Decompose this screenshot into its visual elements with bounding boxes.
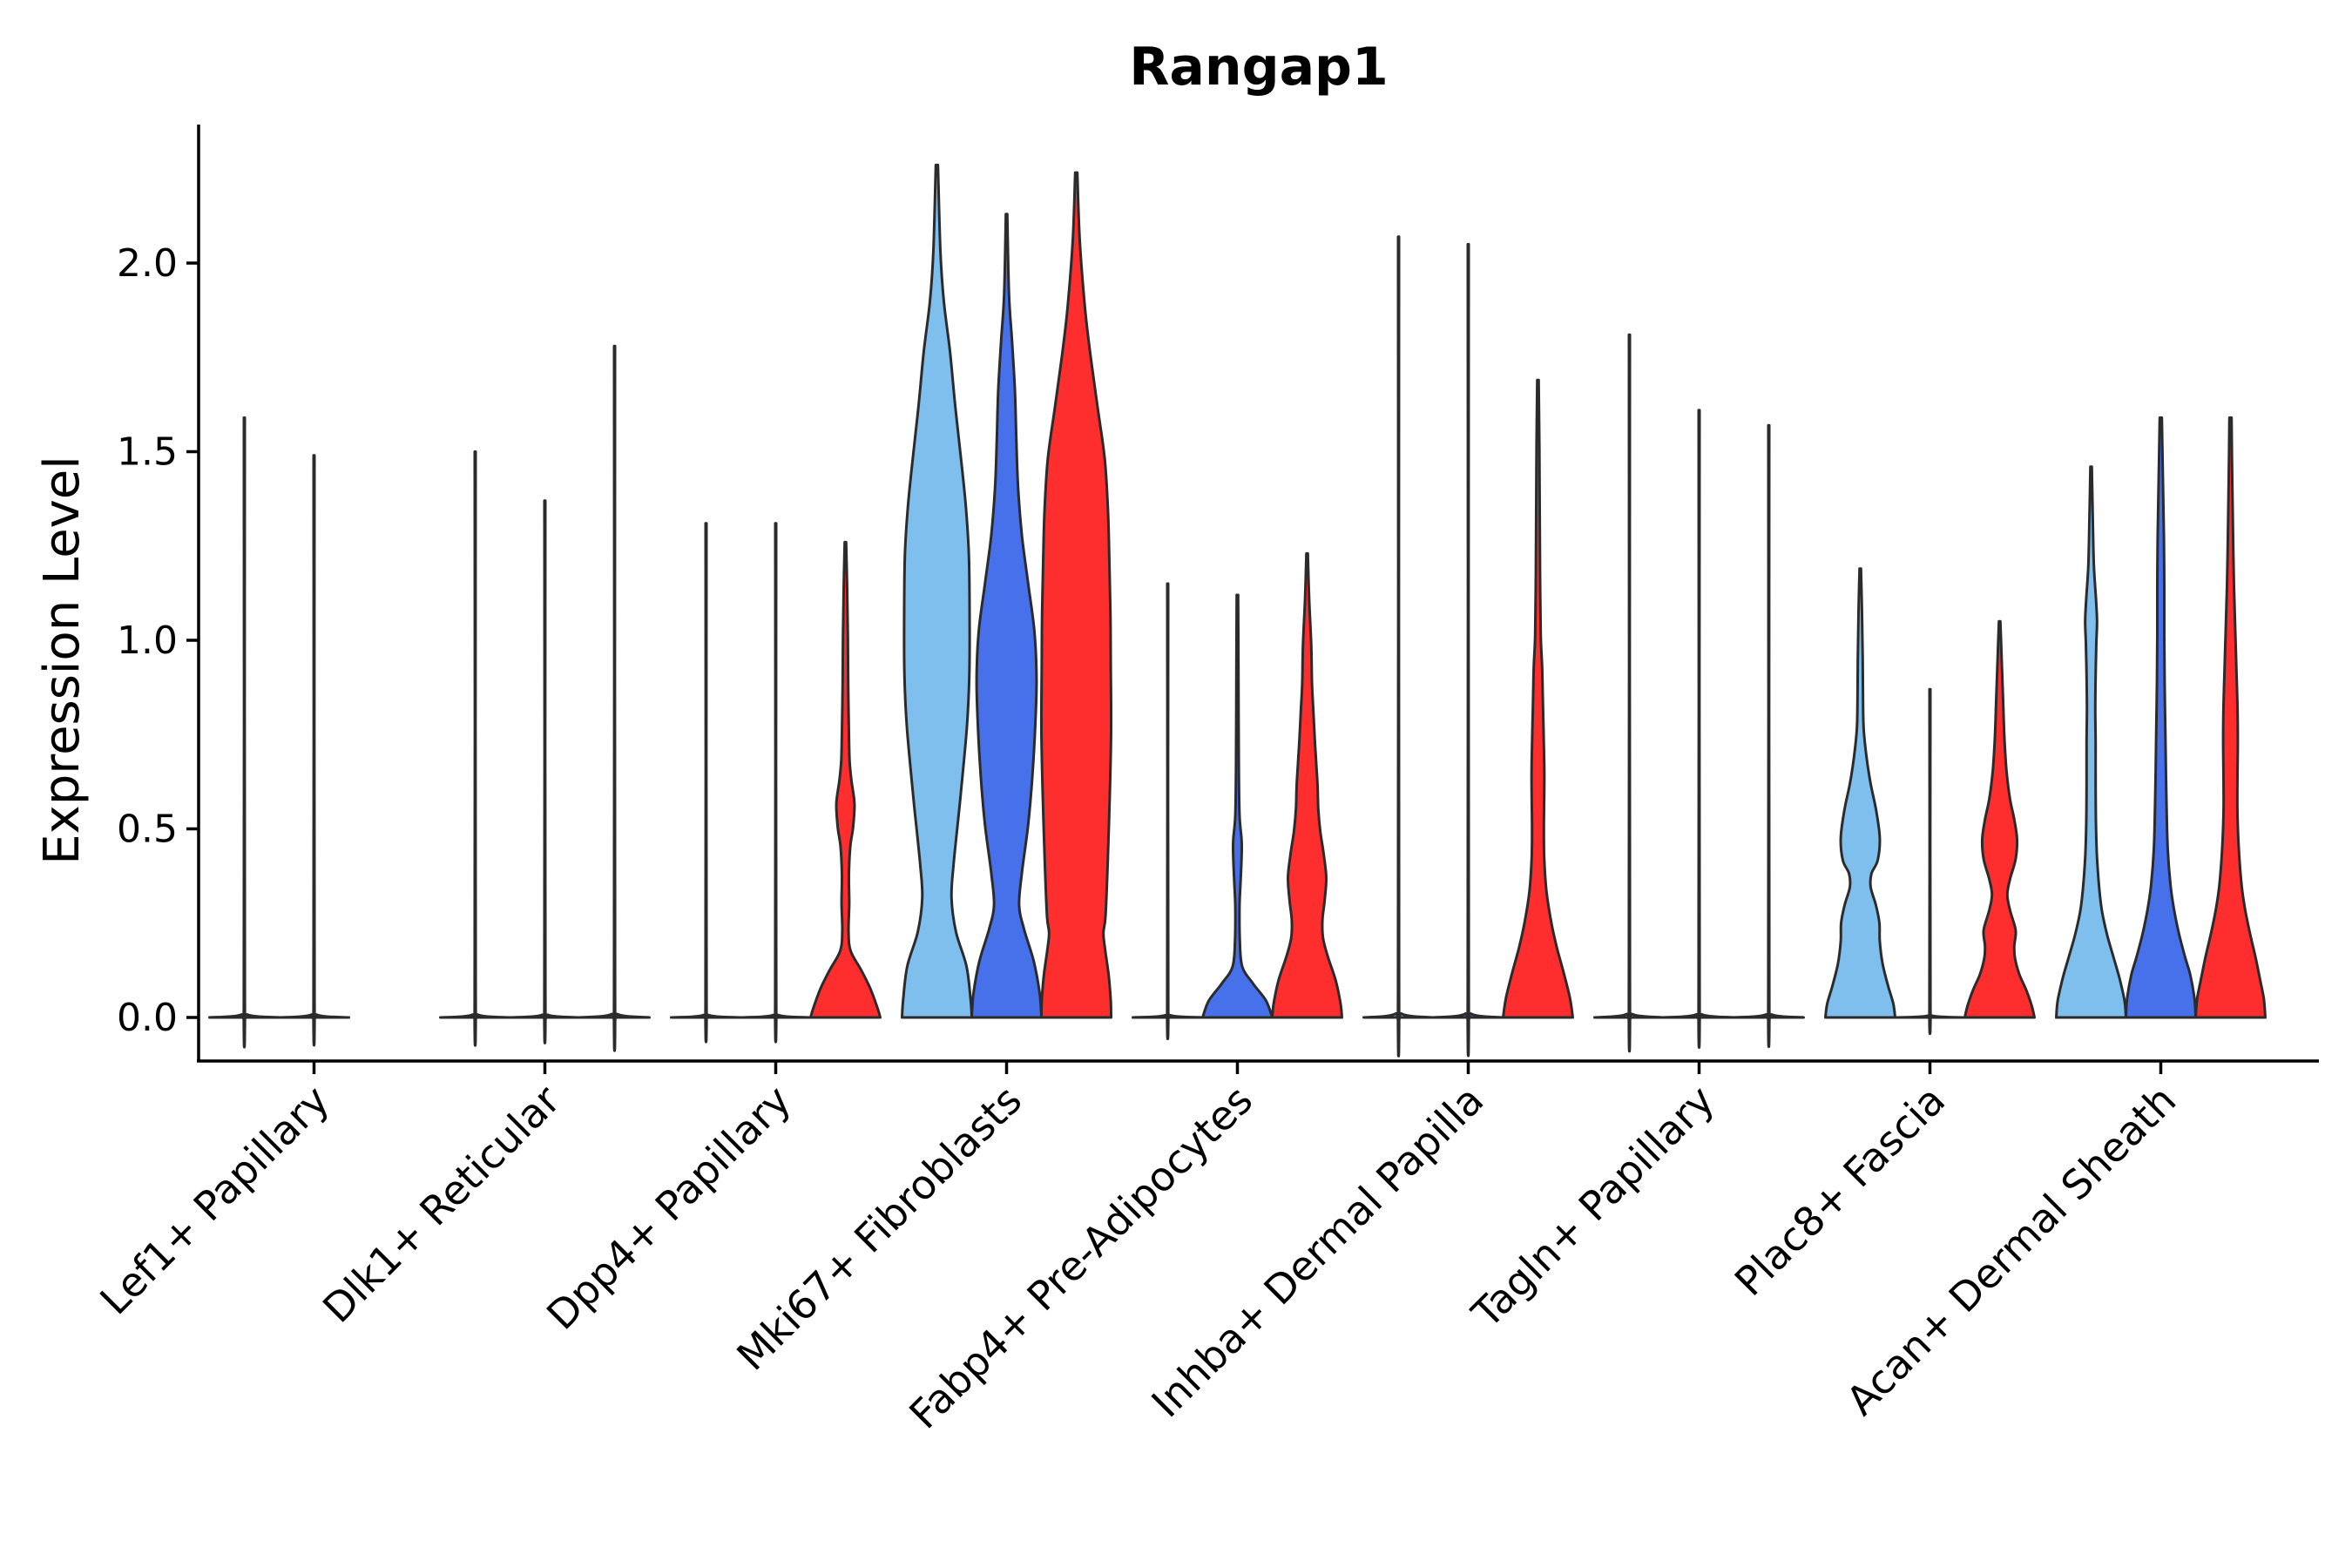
violin-7-series-3: [1733, 423, 1805, 1048]
violin-layer: [208, 163, 2267, 1058]
violin-7-series-2: [1663, 409, 1735, 1049]
violin-9-series-1: [2055, 465, 2127, 1019]
x-category-label: Dpp4+ Papillary: [537, 1077, 800, 1339]
x-category-label: Tagln+ Papillary: [1463, 1077, 1724, 1338]
violin-6-series-1: [1362, 235, 1435, 1058]
violin-2-series-3: [578, 344, 651, 1052]
violin-8-series-2: [1894, 687, 1966, 1035]
violin-2-series-1: [439, 450, 511, 1047]
violin-4-series-2: [970, 213, 1043, 1019]
y-axis-label: Expression Level: [34, 456, 91, 865]
violin-4-series-1: [901, 163, 973, 1019]
violin-5-series-2: [1201, 593, 1274, 1019]
violin-5-series-1: [1132, 582, 1204, 1041]
violin-6-series-3: [1502, 378, 1574, 1019]
violin-9-series-3: [2194, 416, 2267, 1019]
x-category-label: Dlk1+ Reticular: [314, 1077, 569, 1332]
violin-5-series-3: [1271, 551, 1343, 1019]
violin-8-series-1: [1824, 567, 1896, 1019]
violin-3-series-1: [670, 522, 742, 1044]
y-tick-label: 2.0: [117, 241, 178, 286]
violin-9-series-2: [2125, 416, 2197, 1019]
violin-7-series-1: [1593, 333, 1666, 1053]
y-tick-label: 1.5: [117, 430, 178, 475]
y-tick-label: 1.0: [117, 618, 178, 663]
violin-3-series-2: [740, 522, 812, 1044]
x-category-label: Lef1+ Papillary: [91, 1077, 338, 1324]
violin-8-series-3: [1963, 619, 2036, 1019]
x-category-label: Plac8+ Fascia: [1726, 1077, 1954, 1305]
y-tick-label: 0.0: [117, 996, 178, 1040]
y-axis: 0.0 0.5 1.0 1.5 2.0: [117, 125, 200, 1061]
violin-1-series-2: [278, 454, 350, 1047]
violin-1-series-1: [208, 416, 280, 1049]
violin-3-series-3: [809, 540, 882, 1019]
violin-2-series-2: [509, 499, 581, 1044]
violin-6-series-2: [1432, 242, 1504, 1058]
y-tick-label: 0.5: [117, 808, 178, 852]
violin-4-series-3: [1039, 171, 1113, 1019]
chart-title: Rangap1: [1129, 37, 1389, 98]
